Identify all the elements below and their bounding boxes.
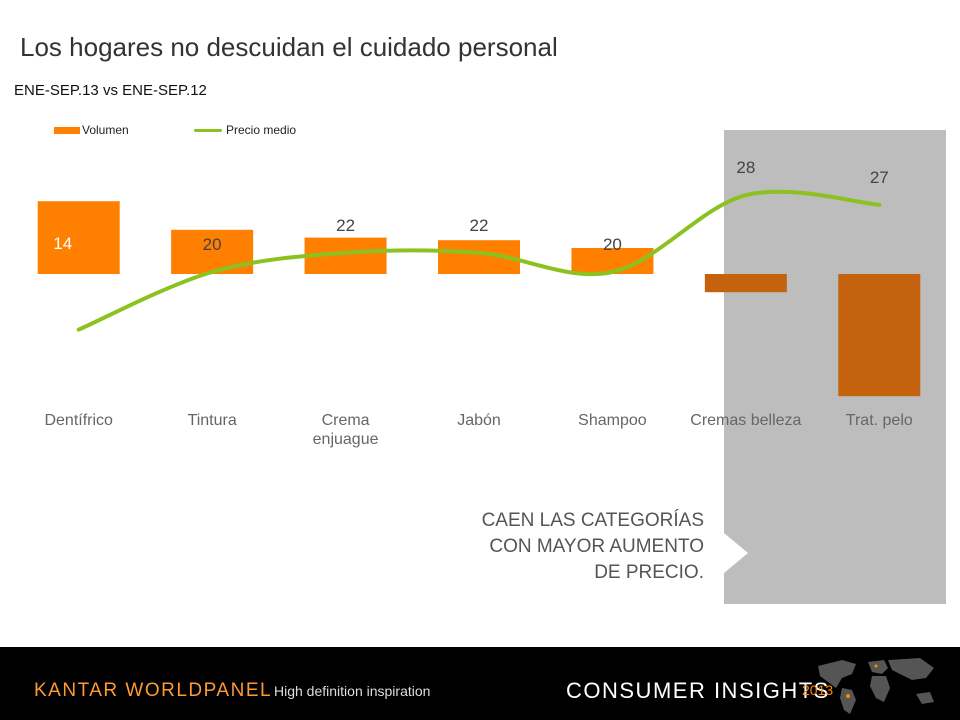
category-label: Trat. pelo <box>846 412 913 429</box>
callout-arrow-icon <box>724 533 748 573</box>
callout-line: CON MAYOR AUMENTO <box>489 536 704 557</box>
category-label: Cremas belleza <box>690 412 801 429</box>
page-title: Los hogares no descuidan el cuidado pers… <box>20 32 558 62</box>
price-line <box>76 189 882 332</box>
legend-label: Volumen <box>82 123 129 137</box>
volume-price-chart: 14 20 22 22 20 28 27 Dentífrico Tintura Crema enju… <box>37 158 921 448</box>
data-label: 14 <box>53 234 72 253</box>
year-label: 2013 <box>802 682 834 698</box>
data-label: 22 <box>336 216 355 235</box>
section-label: CONSUMER INSIGHTS <box>566 678 830 703</box>
volume-bar <box>704 274 787 293</box>
data-label: 20 <box>203 235 222 254</box>
callout-text: CAEN LAS CATEGORÍAS CON MAYOR AUMENTO DE… <box>402 508 704 586</box>
data-label: 22 <box>470 216 489 235</box>
category-label: Dentífrico <box>44 412 113 429</box>
category-label: enjuague <box>313 431 379 448</box>
category-label: Crema <box>322 412 370 429</box>
legend-label: Precio medio <box>226 123 297 137</box>
footer-bar <box>0 647 960 720</box>
legend-swatch-bar <box>54 127 80 134</box>
category-label: Jabón <box>457 412 501 429</box>
period-subtitle: ENE-SEP.13 vs ENE-SEP.12 <box>14 82 207 99</box>
world-map-icon <box>818 658 934 714</box>
category-label: Tintura <box>188 412 237 429</box>
data-label: 27 <box>870 168 889 187</box>
data-label: 20 <box>603 235 622 254</box>
callout-line: DE PRECIO. <box>594 562 704 583</box>
brand-tagline: High definition inspiration <box>274 683 431 699</box>
volume-bar <box>838 274 921 397</box>
legend-swatch-line <box>194 129 222 132</box>
callout-line: CAEN LAS CATEGORÍAS <box>481 510 704 531</box>
volume-bar <box>37 201 120 274</box>
category-label: Shampoo <box>578 412 647 429</box>
brand-logo: KANTAR WORLDPANEL <box>34 680 273 701</box>
data-label: 28 <box>736 158 755 177</box>
